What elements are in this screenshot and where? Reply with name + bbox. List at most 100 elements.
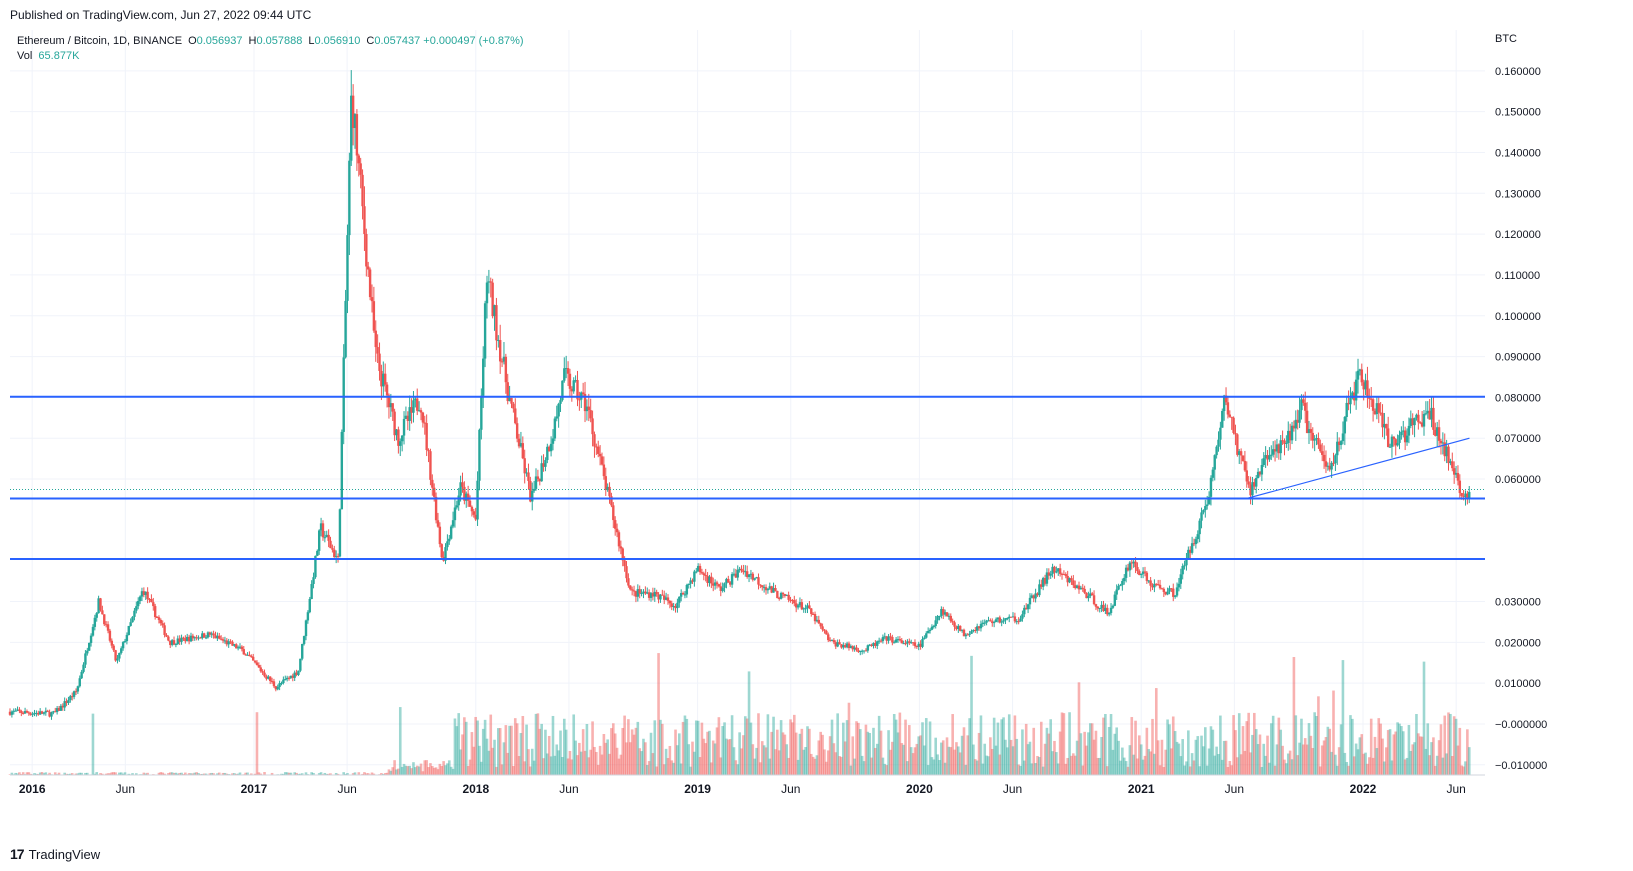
- candle-body: [794, 603, 798, 608]
- volume-bar: [342, 772, 346, 775]
- candle-body: [59, 705, 63, 711]
- price-tick-label: 0.160000: [1495, 66, 1541, 78]
- volume-bar: [817, 740, 821, 775]
- candle-body: [619, 546, 623, 549]
- candle-body: [710, 576, 713, 584]
- candle-body: [1449, 461, 1452, 464]
- volume-bar: [65, 773, 68, 775]
- volume-bar: [647, 761, 651, 775]
- candle-body: [103, 614, 106, 625]
- volume-bar: [40, 772, 44, 775]
- volume-bar: [813, 758, 817, 775]
- volume-bar: [666, 758, 670, 775]
- volume-bar: [1007, 714, 1011, 775]
- volume-bar: [936, 754, 939, 775]
- volume-bar: [1205, 765, 1209, 775]
- volume-bar: [1009, 739, 1013, 775]
- candle-body: [1407, 425, 1411, 436]
- volume-bar: [715, 727, 719, 775]
- volume-bar: [204, 773, 208, 775]
- candle-body: [1339, 441, 1343, 446]
- volume-bar: [589, 749, 592, 775]
- volume-bar: [860, 755, 864, 775]
- volume-bar: [1141, 759, 1145, 775]
- candle-body: [548, 446, 551, 452]
- candle-body: [1256, 471, 1260, 479]
- volume-bar: [877, 715, 881, 775]
- candle-body: [317, 530, 321, 551]
- volume-bar: [1232, 715, 1235, 775]
- volume-bar: [996, 722, 1000, 775]
- candle-body: [568, 373, 572, 389]
- volume-bar: [717, 717, 721, 775]
- candle-body: [1102, 604, 1105, 611]
- candle-body: [1215, 446, 1218, 456]
- volume-bar: [568, 750, 572, 775]
- candle-body: [1160, 588, 1164, 590]
- candle-body: [553, 418, 557, 439]
- candle-body: [1390, 436, 1394, 447]
- volume-bar: [1217, 754, 1220, 775]
- candle-body: [663, 595, 666, 600]
- volume-bar: [80, 772, 83, 775]
- candle-body: [823, 629, 826, 631]
- volume-bar: [1290, 759, 1294, 775]
- horizontal-levels[interactable]: 0.0801710.0552340.0404140.05743714:15:07: [10, 388, 1549, 567]
- candle-body: [270, 681, 274, 683]
- candle-body: [975, 626, 979, 631]
- volume-bar: [698, 757, 702, 775]
- candle-body: [1123, 577, 1126, 581]
- candle-body: [1277, 444, 1281, 454]
- volume-bar: [1162, 766, 1166, 775]
- time-axis[interactable]: 2016 Jun 2017 Jun 2018 Jun 2019 Jun 2020 Jun 2021 J…: [10, 774, 1485, 796]
- volume-bar: [104, 773, 108, 775]
- candle-body: [463, 486, 466, 501]
- volume-bar: [1236, 757, 1239, 775]
- volume-bar: [468, 759, 472, 775]
- candle-body: [623, 560, 626, 567]
- candle-body: [974, 630, 977, 632]
- volume-bar: [1030, 763, 1034, 775]
- volume-bar: [1185, 761, 1188, 775]
- candle-body: [1077, 585, 1081, 590]
- volume-bar: [559, 730, 562, 775]
- volume-bar: [225, 773, 229, 775]
- candle-body: [55, 708, 59, 713]
- candle-body: [378, 353, 381, 371]
- volume-bar: [1390, 760, 1394, 775]
- volume-bar: [470, 732, 474, 775]
- candle-body: [321, 523, 325, 538]
- candle-body: [646, 592, 649, 594]
- volume-bar: [770, 731, 773, 775]
- trendline[interactable]: [1247, 437, 1470, 499]
- volume-bar: [74, 773, 78, 775]
- candle-body: [272, 681, 276, 687]
- candle-body: [225, 640, 229, 645]
- tradingview-footer[interactable]: 17 TradingView: [10, 846, 100, 862]
- candle-body: [108, 630, 112, 641]
- volume-bar: [57, 772, 61, 775]
- price-axis[interactable]: 0.1600000.1500000.1400000.1300000.120000…: [1485, 0, 1633, 775]
- candle-body: [1292, 425, 1296, 429]
- volume-bar: [676, 745, 679, 775]
- candle-body: [1204, 506, 1207, 511]
- price-tick-label: 0.080000: [1495, 392, 1541, 404]
- volume-bar: [1034, 762, 1037, 775]
- candle-body: [178, 638, 181, 642]
- candle-body: [825, 630, 828, 635]
- candle-body: [1305, 410, 1309, 434]
- volume-bar: [547, 735, 551, 775]
- volume-bar: [1098, 757, 1102, 775]
- volume-bar: [943, 762, 947, 775]
- volume-bar: [1275, 744, 1279, 775]
- candle-body: [668, 600, 672, 604]
- candle-body: [1155, 583, 1158, 585]
- volume-bar: [176, 773, 180, 775]
- candle-body: [449, 526, 453, 539]
- volume-bar: [189, 773, 193, 775]
- candle-body: [459, 482, 462, 496]
- candle-body: [169, 640, 172, 645]
- time-tick-label: 2021: [1128, 782, 1155, 796]
- candle-body: [274, 686, 278, 690]
